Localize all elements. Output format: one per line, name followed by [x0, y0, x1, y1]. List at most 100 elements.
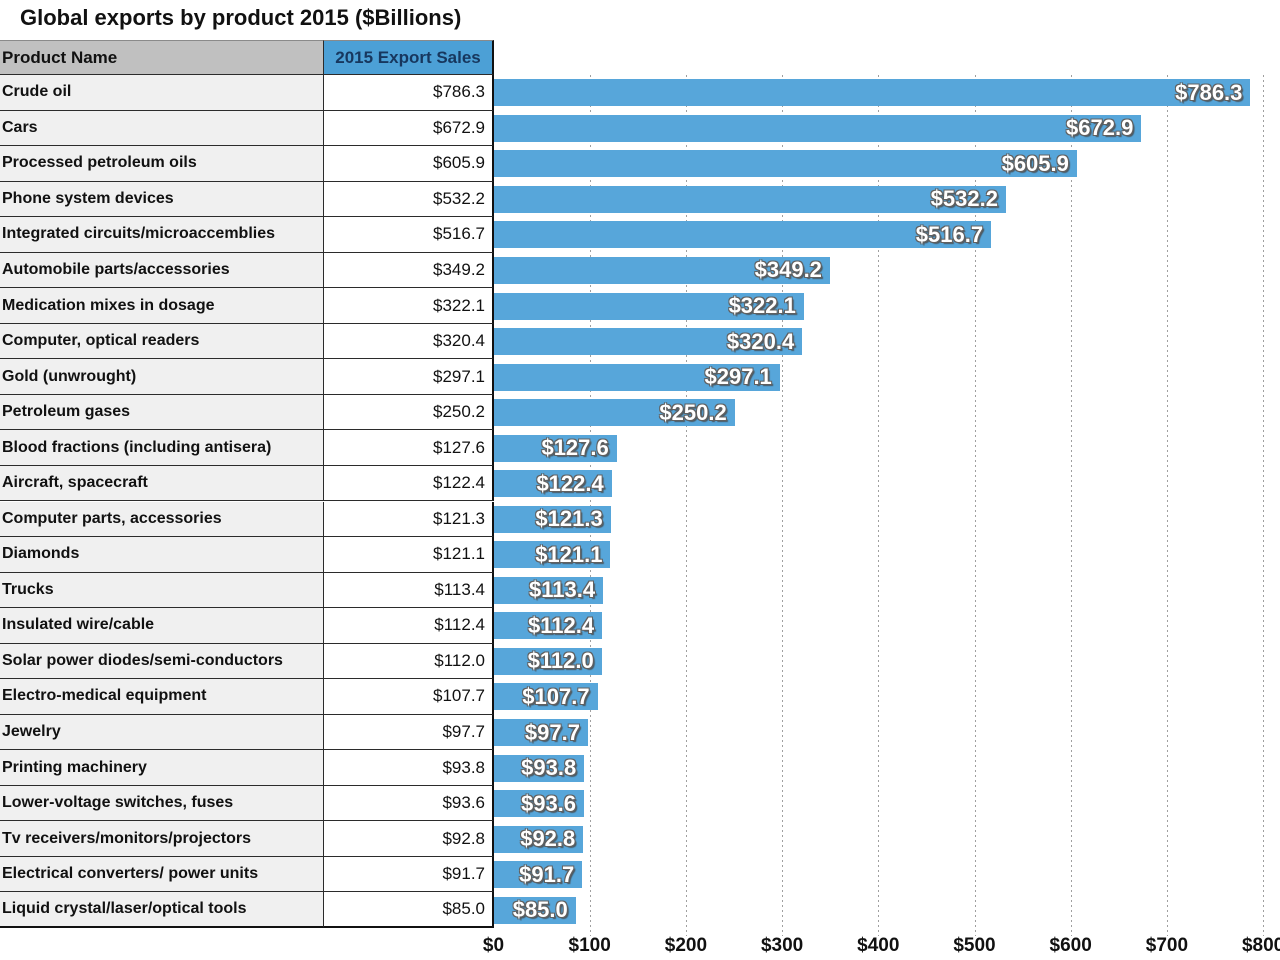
- bar-value-label: $93.8: [521, 755, 577, 781]
- product-name-cell[interactable]: Blood fractions (including antisera): [0, 430, 324, 466]
- product-name-cell[interactable]: Electrical converters/ power units: [0, 856, 324, 893]
- bar: $127.6: [494, 434, 617, 462]
- bar: $112.0: [494, 647, 602, 675]
- export-sales-cell[interactable]: $97.7: [324, 714, 494, 751]
- bar-value-label: $297.1: [704, 364, 772, 390]
- export-sales-cell[interactable]: $121.3: [324, 501, 494, 538]
- product-name-cell[interactable]: Electro-medical equipment: [0, 679, 324, 715]
- export-sales-cell[interactable]: $113.4: [324, 572, 494, 609]
- bar: $113.4: [494, 576, 604, 604]
- product-name-cell[interactable]: Integrated circuits/microaccemblies: [0, 217, 324, 253]
- bar: $85.0: [494, 896, 576, 924]
- x-axis-tick-label: $600: [1049, 935, 1092, 956]
- export-sales-cell[interactable]: $92.8: [324, 821, 494, 857]
- product-name-cell[interactable]: Lower-voltage switches, fuses: [0, 785, 324, 822]
- bar-value-label: $349.2: [754, 257, 822, 283]
- export-sales-cell[interactable]: $322.1: [324, 288, 494, 324]
- table-row: Electrical converters/ power units $91.7: [0, 856, 494, 893]
- product-name-cell[interactable]: Phone system devices: [0, 181, 324, 218]
- product-name-cell[interactable]: Insulated wire/cable: [0, 608, 324, 644]
- bar: $605.9: [494, 150, 1077, 178]
- export-sales-cell[interactable]: $93.8: [324, 750, 494, 786]
- product-name-cell[interactable]: Computer parts, accessories: [0, 501, 324, 538]
- product-name-cell[interactable]: Liquid crystal/laser/optical tools: [0, 892, 324, 928]
- product-name-cell[interactable]: Automobile parts/accessories: [0, 252, 324, 289]
- table-row: Insulated wire/cable $112.4: [0, 608, 494, 644]
- bar-value-label: $93.6: [520, 790, 577, 816]
- table-row: Liquid crystal/laser/optical tools $85.0: [0, 892, 494, 928]
- bar: $112.4: [494, 612, 603, 640]
- product-name-cell[interactable]: Computer, optical readers: [0, 323, 324, 360]
- product-name-cell[interactable]: Tv receivers/monitors/projectors: [0, 821, 324, 857]
- product-name-cell[interactable]: Petroleum gases: [0, 394, 324, 431]
- column-header-product-name[interactable]: Product Name: [0, 40, 324, 75]
- export-sales-cell[interactable]: $85.0: [324, 892, 494, 928]
- product-name-cell[interactable]: Printing machinery: [0, 750, 324, 786]
- gridline: [1166, 75, 1168, 936]
- bar-value-label: $113.4: [529, 577, 596, 603]
- bar: $532.2: [494, 185, 1006, 213]
- bar-value-label: $532.2: [930, 186, 998, 212]
- export-sales-cell[interactable]: $349.2: [324, 252, 494, 289]
- product-name-cell[interactable]: Cars: [0, 110, 324, 147]
- table-row: Diamonds $121.1: [0, 537, 494, 573]
- table-row: Processed petroleum oils $605.9: [0, 146, 494, 182]
- bar-value-label: $786.3: [1175, 79, 1243, 105]
- bar-value-label: $322.1: [728, 293, 796, 319]
- product-name-cell[interactable]: Aircraft, spacecraft: [0, 465, 324, 502]
- export-sales-cell[interactable]: $320.4: [324, 323, 494, 360]
- bar: $97.7: [494, 719, 588, 747]
- export-sales-cell[interactable]: $672.9: [324, 110, 494, 147]
- export-sales-cell[interactable]: $112.0: [324, 643, 494, 680]
- export-sales-cell[interactable]: $127.6: [324, 430, 494, 466]
- export-sales-cell[interactable]: $93.6: [324, 785, 494, 822]
- export-sales-cell[interactable]: $122.4: [324, 465, 494, 502]
- export-sales-cell[interactable]: $532.2: [324, 181, 494, 218]
- product-name-cell[interactable]: Processed petroleum oils: [0, 146, 324, 182]
- bar: $320.4: [494, 328, 803, 356]
- table-row: Automobile parts/accessories $349.2: [0, 252, 494, 289]
- table-row: Solar power diodes/semi-conductors $112.0: [0, 643, 494, 680]
- bar-value-label: $672.9: [1066, 115, 1134, 141]
- export-sales-cell[interactable]: $605.9: [324, 146, 494, 182]
- bar: $92.8: [494, 825, 584, 853]
- column-header-export-sales[interactable]: 2015 Export Sales: [324, 40, 494, 75]
- export-sales-cell[interactable]: $91.7: [324, 856, 494, 893]
- bar: $786.3: [494, 79, 1251, 107]
- x-axis-tick-label: $500: [953, 935, 996, 956]
- table-row: Blood fractions (including antisera) $127…: [0, 430, 494, 466]
- bar: $516.7: [494, 221, 992, 249]
- export-sales-cell[interactable]: $516.7: [324, 217, 494, 253]
- export-sales-cell[interactable]: $107.7: [324, 679, 494, 715]
- product-name-cell[interactable]: Solar power diodes/semi-conductors: [0, 643, 324, 680]
- product-name-cell[interactable]: Gold (unwrought): [0, 359, 324, 395]
- bar: $121.1: [494, 541, 611, 569]
- export-sales-cell[interactable]: $112.4: [324, 608, 494, 644]
- bar-value-label: $121.3: [535, 506, 603, 532]
- product-name-cell[interactable]: Medication mixes in dosage: [0, 288, 324, 324]
- export-sales-cell[interactable]: $121.1: [324, 537, 494, 573]
- x-axis-tick-label: $0: [482, 935, 505, 956]
- bar-value-label: $112.4: [528, 612, 595, 638]
- product-name-cell[interactable]: Trucks: [0, 572, 324, 609]
- gridline: [878, 75, 880, 936]
- product-name-cell[interactable]: Diamonds: [0, 537, 324, 573]
- export-sales-cell[interactable]: $786.3: [324, 75, 494, 111]
- table-row: Aircraft, spacecraft $122.4: [0, 465, 494, 502]
- bar-value-label: $107.7: [522, 683, 590, 709]
- product-name-cell[interactable]: Crude oil: [0, 75, 324, 111]
- bar: $122.4: [494, 470, 612, 498]
- table-row: Printing machinery $93.8: [0, 750, 494, 786]
- table-row: Computer parts, accessories $121.3: [0, 501, 494, 538]
- bar-value-label: $92.8: [520, 826, 576, 852]
- export-sales-cell[interactable]: $250.2: [324, 394, 494, 431]
- bar-value-label: $516.7: [915, 221, 984, 247]
- gridline: [589, 75, 591, 936]
- table-row: Jewelry $97.7: [0, 714, 494, 751]
- product-name-cell[interactable]: Jewelry: [0, 714, 324, 751]
- table-row: Lower-voltage switches, fuses $93.6: [0, 785, 494, 822]
- bar-value-label: $122.4: [536, 470, 604, 496]
- bar-value-label: $127.6: [541, 435, 609, 461]
- export-sales-cell[interactable]: $297.1: [324, 359, 494, 395]
